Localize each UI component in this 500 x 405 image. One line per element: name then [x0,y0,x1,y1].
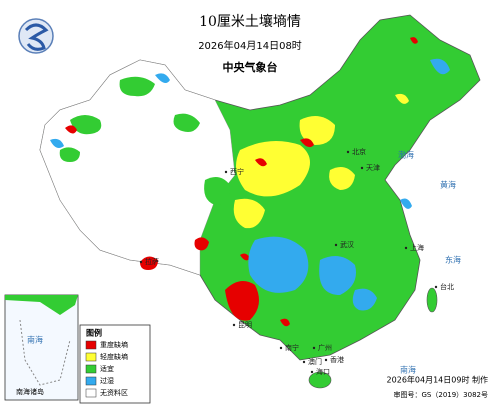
south-sea-inset: 南海 南海诸岛 [4,294,79,401]
legend-swatch [85,352,97,362]
city-dot [139,260,143,264]
inset-label: 南海诸岛 [16,387,44,396]
legend-label: 适宜 [100,364,114,373]
hainan [308,371,332,389]
legend-swatch [85,340,97,350]
legend-label: 无资料区 [100,388,128,397]
issuer: 中央气象台 [223,60,278,74]
legend-swatch [85,364,97,374]
city-dot [302,360,306,364]
city-label: 海口 [316,367,330,376]
moisture-patches [50,37,450,327]
city-label: 昆明 [238,321,252,329]
title: 10厘米土壤墒情 [199,13,301,30]
city-dot [434,285,438,289]
sea-label: 渤海 [398,150,414,160]
legend-label: 过湿 [100,376,114,385]
legend-title: 图例 [86,328,102,338]
city-label: 拉萨 [145,257,159,266]
city-dot [312,346,316,350]
city-dot [404,246,408,250]
legend-label: 轻度缺墒 [100,352,128,361]
city-label: 天津 [366,164,380,172]
approval-number: 审图号：GS（2019）3082号 [394,390,489,399]
inset-sea-label: 南海 [27,335,43,345]
legend-label: 重度缺墒 [100,340,128,349]
logo [18,18,54,54]
time: 2026年04月14日08时 [198,39,302,52]
city-label: 上海 [410,243,424,252]
city-label: 香港 [330,355,344,364]
city-label: 广州 [318,343,332,352]
sea-label: 南海 [400,365,416,375]
legend-swatch [85,388,97,398]
city-dot [360,166,364,170]
sea-label: 黄海 [440,180,456,190]
taiwan [426,287,438,313]
city-dot [334,243,338,247]
city-dot [279,346,283,350]
city-dot [232,323,236,327]
city-label: 西宁 [230,167,244,176]
city-label: 北京 [352,147,366,156]
sea-label: 东海 [445,255,461,265]
made-time: 2026年04月14日09时 制作 [387,375,488,385]
city-dot [324,358,328,362]
city-label: 南宁 [285,343,299,352]
city-dot [310,370,314,374]
city-dot [224,170,228,174]
city-label: 武汉 [340,240,354,249]
city-dot [346,150,350,154]
city-label: 台北 [440,282,454,291]
city-label: 澳门 [308,357,322,366]
legend-swatch [85,376,97,386]
